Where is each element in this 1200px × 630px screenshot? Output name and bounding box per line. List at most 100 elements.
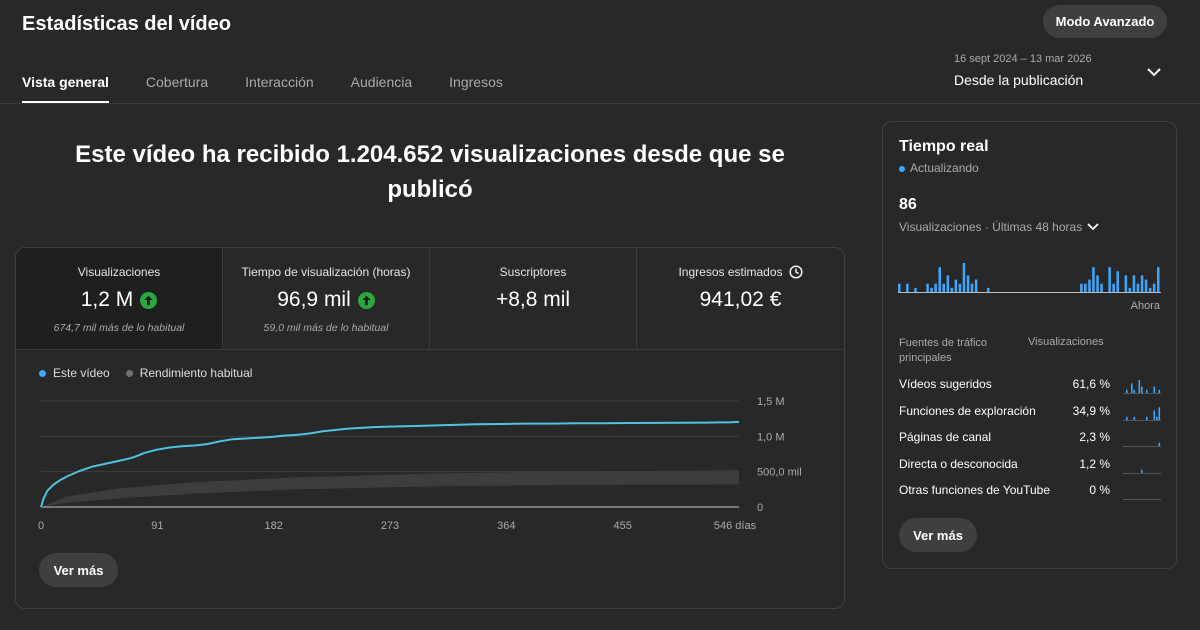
sparkline-bar	[1141, 386, 1143, 393]
legend-item-this-video: Este vídeo	[39, 366, 110, 380]
realtime-bar[interactable]	[942, 283, 946, 292]
realtime-bar[interactable]	[914, 287, 917, 292]
realtime-bar[interactable]	[958, 283, 962, 292]
legend-item-typical: Rendimiento habitual	[125, 366, 252, 380]
date-range-label: Desde la publicación	[954, 72, 1084, 88]
realtime-bar[interactable]	[1148, 287, 1152, 292]
realtime-bar[interactable]	[1152, 283, 1156, 292]
sparkline-bar	[1158, 389, 1161, 393]
realtime-bar[interactable]	[966, 275, 970, 292]
traffic-source-name: Directa o desconocida	[899, 456, 1018, 471]
tab-revenue[interactable]: Ingresos	[449, 74, 503, 90]
realtime-bar[interactable]	[1080, 283, 1083, 292]
metric-watch-time[interactable]: Tiempo de visualización (horas) 96,9 mil…	[223, 248, 430, 349]
realtime-bar[interactable]	[987, 287, 990, 292]
realtime-bar[interactable]	[906, 283, 909, 292]
realtime-bar-chart[interactable]	[898, 252, 1163, 294]
traffic-source-row: Otras funciones de YouTube 0 %	[899, 481, 1164, 501]
metric-label: Suscriptores	[499, 265, 567, 279]
traffic-source-percent: 34,9 %	[1072, 403, 1110, 418]
chevron-down-icon[interactable]	[1146, 66, 1162, 78]
x-tick-label: 182	[264, 520, 282, 532]
realtime-bar[interactable]	[1108, 267, 1111, 292]
realtime-bar[interactable]	[1136, 283, 1140, 292]
realtime-bar[interactable]	[1116, 271, 1120, 292]
x-tick-label: 273	[381, 520, 399, 532]
page-title: Estadísticas del vídeo	[22, 13, 231, 35]
metric-subscribers[interactable]: Suscriptores +8,8 mil	[430, 248, 637, 349]
realtime-bar[interactable]	[926, 283, 929, 292]
metric-label: Visualizaciones	[77, 265, 161, 279]
realtime-bar[interactable]	[1092, 267, 1095, 292]
realtime-bar[interactable]	[954, 279, 958, 292]
date-range-selector[interactable]: 16 sept 2024 – 13 mar 2026 Desde la publ…	[954, 53, 1092, 88]
headline: Este vídeo ha recibido 1.204.652 visuali…	[75, 141, 785, 203]
overview-card: Visualizaciones 1,2 M 674,7 mil más de l…	[15, 247, 845, 609]
metric-label: Ingresos estimados	[678, 265, 783, 279]
tab-reach[interactable]: Cobertura	[145, 74, 209, 90]
tabs-divider	[0, 103, 1200, 104]
metric-value-row: 941,02 €	[637, 288, 844, 312]
typical-performance-band	[41, 470, 739, 507]
realtime-period-selector[interactable]: Visualizaciones · Últimas 48 horas	[899, 220, 1100, 234]
realtime-bar[interactable]	[930, 287, 933, 292]
realtime-bar[interactable]	[1144, 279, 1148, 292]
traffic-source-row: Páginas de canal 2,3 %	[899, 428, 1164, 448]
see-more-button[interactable]: Ver más	[39, 553, 118, 587]
realtime-bar[interactable]	[1157, 267, 1160, 292]
metric-value: 96,9 mil	[277, 288, 351, 311]
realtime-bar[interactable]	[934, 283, 937, 292]
realtime-bar[interactable]	[1128, 287, 1132, 292]
realtime-bar[interactable]	[946, 275, 950, 292]
realtime-bar[interactable]	[1096, 275, 1099, 292]
tab-audience[interactable]: Audiencia	[350, 74, 413, 90]
clock-icon	[789, 265, 803, 279]
realtime-card: Tiempo real Actualizando 86 Visualizacio…	[882, 121, 1177, 569]
traffic-sources-header: Fuentes de tráfico principales	[899, 337, 988, 364]
advanced-mode-button[interactable]: Modo Avanzado	[1043, 5, 1167, 38]
sparkline-bar	[1138, 380, 1141, 393]
sparkline-bar	[1126, 416, 1128, 420]
traffic-source-row: Funciones de exploración 34,9 %	[899, 402, 1164, 422]
sparkline-bar	[1153, 409, 1156, 420]
views-chart[interactable]: 1,5 M 1,0 M 500,0 mil 0 0 91 182 273 364 455 546 d…	[16, 248, 845, 548]
arrow-up-icon	[357, 291, 375, 309]
realtime-bar[interactable]	[1124, 275, 1128, 292]
metric-value-row: 96,9 mil	[223, 288, 429, 312]
realtime-see-more-button[interactable]: Ver más	[899, 518, 977, 552]
realtime-bar[interactable]	[1088, 279, 1091, 292]
realtime-bar[interactable]	[1100, 283, 1103, 292]
realtime-bar[interactable]	[1140, 275, 1144, 292]
x-tick-label: 364	[497, 520, 515, 532]
realtime-bar[interactable]	[938, 267, 942, 292]
traffic-source-percent: 1,2 %	[1079, 456, 1110, 471]
chevron-down-icon	[1087, 223, 1099, 231]
traffic-views-header: Visualizaciones	[1028, 336, 1104, 348]
realtime-bar[interactable]	[898, 283, 901, 292]
this-video-line	[40, 420, 740, 508]
metric-revenue[interactable]: Ingresos estimados 941,02 €	[637, 248, 844, 349]
realtime-status: Actualizando	[899, 161, 979, 175]
metric-views[interactable]: Visualizaciones 1,2 M 674,7 mil más de l…	[16, 248, 223, 349]
realtime-now-label: Ahora	[1130, 300, 1160, 312]
traffic-source-name: Vídeos sugeridos	[899, 377, 992, 391]
realtime-bar[interactable]	[950, 287, 954, 292]
traffic-source-name: Páginas de canal	[899, 430, 992, 444]
tab-engagement[interactable]: Interacción	[245, 74, 314, 90]
sparkline-bar	[1146, 416, 1148, 420]
y-tick-label: 1,0 M	[757, 431, 785, 443]
realtime-bar[interactable]	[962, 263, 966, 292]
realtime-bar[interactable]	[1112, 283, 1115, 292]
realtime-bar[interactable]	[1084, 283, 1087, 292]
realtime-bar[interactable]	[1132, 275, 1136, 292]
x-tick-label: 0	[38, 520, 44, 532]
metric-sub: 59,0 mil más de lo habitual	[263, 322, 389, 334]
realtime-bar[interactable]	[974, 279, 978, 292]
arrow-up-icon	[140, 291, 158, 309]
traffic-source-sparkline	[1123, 442, 1161, 447]
realtime-bar[interactable]	[970, 283, 974, 292]
sparkline-bar	[1126, 389, 1128, 393]
traffic-source-row: Directa o desconocida 1,2 %	[899, 455, 1164, 475]
traffic-source-sparkline	[1123, 469, 1161, 474]
tab-overview[interactable]: Vista general	[22, 74, 109, 103]
